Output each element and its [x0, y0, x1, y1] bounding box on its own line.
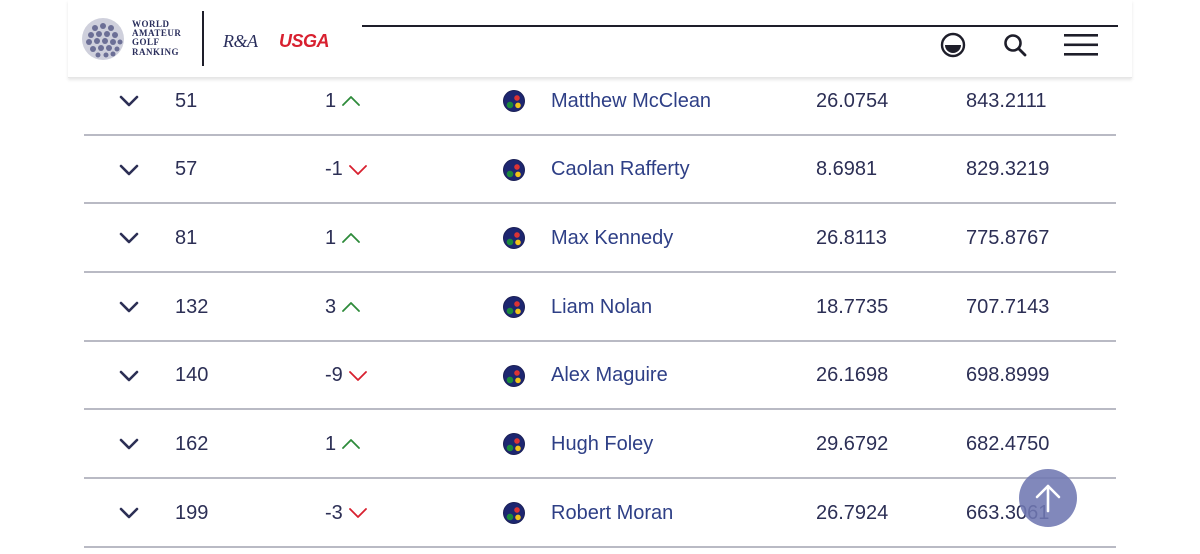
arrow-up-icon — [342, 302, 361, 312]
rank-value: 132 — [175, 295, 209, 318]
chevron-down-icon — [119, 507, 139, 519]
table-row[interactable]: 81 1 Max Kennedy 26.8113 775.8767 — [84, 204, 1116, 274]
table-row[interactable]: 132 3 Liam Nolan 18.7735 707.7143 — [84, 273, 1116, 342]
player-name-link[interactable]: Liam Nolan — [551, 295, 653, 318]
rank-value: 162 — [175, 432, 209, 455]
expand-row-button[interactable] — [118, 204, 140, 272]
expand-row-button[interactable] — [118, 342, 140, 410]
usga-logo[interactable]: USGA — [279, 31, 330, 51]
arrow-up-icon — [1035, 484, 1061, 513]
rank-movement: 1 — [325, 67, 361, 135]
country-flag-icon — [502, 204, 526, 272]
table-row[interactable]: 51 1 Matthew McClean 26.0754 843.2111 — [84, 67, 1116, 136]
search-icon[interactable] — [1002, 32, 1028, 58]
rank-movement: -9 — [325, 342, 367, 410]
chevron-down-icon — [119, 233, 139, 244]
arrow-up-icon — [342, 96, 361, 106]
rank-value: 57 — [175, 158, 198, 181]
expand-row-button[interactable] — [118, 273, 140, 341]
table-row[interactable]: 162 1 Hugh Foley 29.6792 682.4750 — [84, 410, 1116, 480]
theme-toggle-icon[interactable] — [940, 32, 966, 58]
waggr-wordmark: WORLD AMATEUR GOLF RANKING — [132, 19, 182, 57]
country-flag-icon — [502, 136, 526, 204]
player-name-link[interactable]: Caolan Rafferty — [551, 158, 690, 181]
scroll-to-top-button[interactable] — [1019, 469, 1077, 527]
movement-value: -1 — [325, 158, 343, 181]
arrow-up-icon — [342, 439, 361, 450]
table-row[interactable]: 140 -9 Alex Maguire 26.1698 698.8999 — [84, 342, 1116, 411]
movement-value: 1 — [325, 89, 337, 112]
arrow-down-icon — [348, 370, 367, 381]
logo-divider — [202, 11, 204, 66]
rank-movement: 1 — [325, 410, 361, 478]
country-flag-icon — [502, 342, 526, 410]
total-points: 707.7143 — [966, 295, 1050, 318]
player-name-link[interactable]: Robert Moran — [551, 501, 674, 524]
header-rule — [362, 25, 1118, 27]
chevron-down-icon — [119, 164, 139, 175]
player-name-link[interactable]: Hugh Foley — [551, 432, 654, 455]
player-name-link[interactable]: Alex Maguire — [551, 364, 668, 387]
rank-movement: 3 — [325, 273, 361, 341]
chevron-down-icon — [119, 95, 139, 107]
country-flag-icon — [502, 410, 526, 478]
total-points: 843.2111 — [966, 89, 1047, 112]
chevron-down-icon — [119, 439, 139, 450]
average-points: 18.7735 — [816, 295, 889, 318]
ra-logo[interactable]: R&A — [223, 31, 258, 51]
movement-value: 1 — [325, 432, 337, 455]
expand-row-button[interactable] — [118, 67, 140, 135]
table-row[interactable]: 57 -1 Caolan Rafferty 8.6981 829.3219 — [84, 136, 1116, 205]
movement-value: -3 — [325, 501, 343, 524]
total-points: 829.3219 — [966, 158, 1050, 181]
total-points: 682.4750 — [966, 432, 1050, 455]
arrow-down-icon — [348, 508, 367, 519]
movement-value: -9 — [325, 364, 343, 387]
average-points: 8.6981 — [816, 158, 878, 181]
country-flag-icon — [502, 479, 526, 547]
rank-movement: -1 — [325, 136, 367, 204]
chevron-down-icon — [119, 301, 139, 313]
country-flag-icon — [502, 273, 526, 341]
average-points: 26.8113 — [816, 226, 887, 249]
expand-row-button[interactable] — [118, 410, 140, 478]
movement-value: 1 — [325, 226, 337, 249]
ranking-table: 51 1 Matthew McClean 26.0754 843.2111 57… — [84, 67, 1116, 548]
site-header: WORLD AMATEUR GOLF RANKING R&A USGA — [68, 0, 1132, 78]
player-name-link[interactable]: Max Kennedy — [551, 226, 674, 249]
average-points: 29.6792 — [816, 432, 889, 455]
expand-row-button[interactable] — [118, 479, 140, 547]
table-row[interactable]: 199 -3 Robert Moran 26.7924 663.3061 — [84, 479, 1116, 548]
average-points: 26.0754 — [816, 89, 889, 112]
total-points: 698.8999 — [966, 364, 1050, 387]
rank-value: 140 — [175, 364, 209, 387]
average-points: 26.1698 — [816, 364, 889, 387]
rank-value: 51 — [175, 89, 198, 112]
arrow-down-icon — [348, 164, 367, 175]
total-points: 775.8767 — [966, 226, 1050, 249]
player-name-link[interactable]: Matthew McClean — [551, 89, 712, 112]
rank-value: 81 — [175, 226, 198, 249]
rank-movement: -3 — [325, 479, 367, 547]
rank-value: 199 — [175, 501, 209, 524]
average-points: 26.7924 — [816, 501, 889, 524]
country-flag-icon — [502, 67, 526, 135]
chevron-down-icon — [119, 370, 139, 382]
expand-row-button[interactable] — [118, 136, 140, 204]
rank-movement: 1 — [325, 204, 361, 272]
waggr-golf-ball-logo[interactable] — [80, 16, 128, 62]
hamburger-menu-icon[interactable] — [1064, 32, 1098, 58]
arrow-up-icon — [342, 233, 361, 244]
movement-value: 3 — [325, 295, 337, 318]
